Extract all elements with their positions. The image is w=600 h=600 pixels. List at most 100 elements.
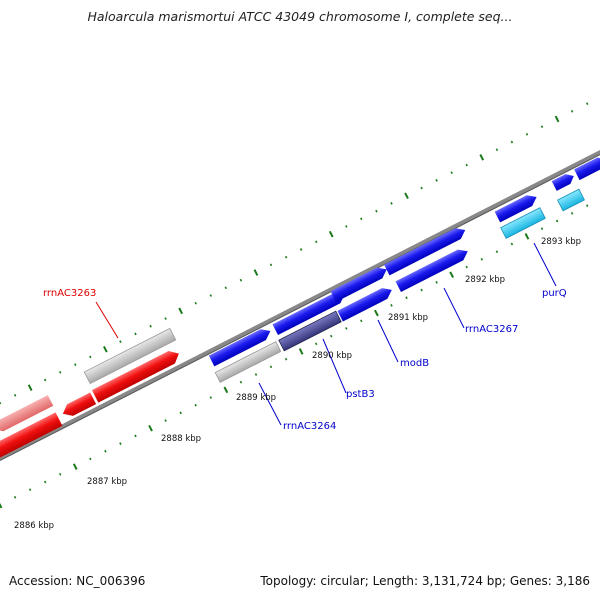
scale-label-2890: 2890 kbp xyxy=(312,351,352,361)
gene-label-rrnAC3263[interactable]: rrnAC3263 xyxy=(43,288,96,299)
gene-purQ-cds[interactable] xyxy=(500,207,546,239)
tick-marks xyxy=(0,102,589,509)
minor-tick xyxy=(420,288,423,292)
gene-reverse-left[interactable] xyxy=(0,412,63,467)
major-tick xyxy=(148,424,153,432)
leader-pstB3 xyxy=(322,338,347,394)
minor-tick xyxy=(360,217,363,221)
minor-tick xyxy=(43,480,47,484)
minor-tick xyxy=(299,248,303,251)
gene-label-rrnAC3264[interactable]: rrnAC3264 xyxy=(283,421,336,432)
gene-rrnAC3263[interactable] xyxy=(91,347,182,403)
minor-tick xyxy=(360,319,363,323)
minor-tick xyxy=(119,340,122,343)
minor-tick xyxy=(239,380,243,384)
minor-tick xyxy=(435,179,438,182)
minor-tick xyxy=(465,163,468,167)
minor-tick xyxy=(420,186,423,190)
minor-tick xyxy=(390,304,393,307)
scale-label-2888: 2888 kbp xyxy=(161,434,201,444)
minor-tick xyxy=(405,296,408,300)
chromosome-backbone xyxy=(0,150,600,462)
minor-tick xyxy=(390,202,393,205)
genome-stats: Topology: circular; Length: 3,131,724 bp… xyxy=(260,574,590,588)
gene-pstB3-selected[interactable] xyxy=(278,310,342,352)
minor-tick xyxy=(510,140,514,144)
leader-rrnAC3264 xyxy=(258,382,282,426)
gene-label-purQ[interactable]: purQ xyxy=(542,288,567,299)
minor-tick xyxy=(179,411,182,415)
gene-rrnAC3264[interactable] xyxy=(208,326,273,367)
minor-tick xyxy=(58,472,62,476)
major-tick xyxy=(253,269,259,276)
minor-tick xyxy=(89,355,92,359)
gene-purQ-upper[interactable] xyxy=(494,192,540,223)
minor-tick xyxy=(570,109,574,113)
scale-label-2887: 2887 kbp xyxy=(87,477,127,487)
minor-tick xyxy=(269,365,273,369)
gene-rrnAC3263-grey[interactable] xyxy=(83,327,177,385)
major-tick xyxy=(27,384,33,391)
gene-rrnAC3267[interactable] xyxy=(395,246,471,293)
gene-modB[interactable] xyxy=(337,284,394,322)
gene-upper-right-small[interactable] xyxy=(551,171,577,191)
minor-tick xyxy=(134,434,137,438)
minor-tick xyxy=(540,227,544,230)
map-title: Haloarcula marismortui ATCC 43049 chromo… xyxy=(87,9,513,24)
gene-upper-right-edge[interactable] xyxy=(574,154,600,181)
minor-tick xyxy=(555,219,559,223)
minor-tick xyxy=(375,209,378,213)
minor-tick xyxy=(209,294,213,297)
leader-modB xyxy=(377,319,399,363)
major-tick xyxy=(0,502,3,509)
major-tick xyxy=(524,233,530,240)
gene-pstB3-upper[interactable] xyxy=(272,289,348,336)
minor-tick xyxy=(164,317,167,320)
minor-tick xyxy=(450,171,453,175)
major-tick xyxy=(404,192,409,200)
minor-tick xyxy=(104,449,107,453)
gene-rrnAC3264-grey[interactable] xyxy=(214,341,282,383)
minor-tick xyxy=(134,332,137,336)
gene-label-modB[interactable]: modB xyxy=(400,358,429,369)
minor-tick xyxy=(164,419,167,422)
label-leaders xyxy=(95,242,557,426)
minor-tick xyxy=(585,102,589,105)
gene-reverse-small[interactable] xyxy=(60,392,97,419)
gene-rrnAC3267-upper[interactable] xyxy=(384,225,468,276)
minor-tick xyxy=(345,327,348,330)
major-tick xyxy=(554,115,560,123)
gene-reverse-faded[interactable] xyxy=(0,395,54,435)
gene-modB-upper[interactable] xyxy=(330,264,390,302)
minor-tick xyxy=(224,286,228,290)
minor-tick xyxy=(119,442,122,445)
minor-tick xyxy=(0,401,2,405)
scale-label-2891: 2891 kbp xyxy=(388,313,428,323)
minor-tick xyxy=(194,301,197,305)
minor-tick xyxy=(510,242,514,246)
major-tick xyxy=(328,230,334,238)
gene-label-pstB3[interactable]: pstB3 xyxy=(346,389,375,400)
minor-tick xyxy=(495,250,499,254)
minor-tick xyxy=(570,211,574,215)
minor-tick xyxy=(209,396,213,399)
gene-features[interactable] xyxy=(0,154,600,468)
minor-tick xyxy=(525,133,529,136)
minor-tick xyxy=(194,403,197,407)
minor-tick xyxy=(284,255,288,259)
scale-label-2893: 2893 kbp xyxy=(541,237,581,247)
major-tick xyxy=(72,463,78,470)
scale-label-2892: 2892 kbp xyxy=(465,275,505,285)
minor-tick xyxy=(284,357,288,361)
minor-tick xyxy=(58,370,62,374)
minor-tick xyxy=(254,373,258,376)
gene-label-rrnAC3267[interactable]: rrnAC3267 xyxy=(465,324,518,335)
accession-info: Accession: NC_006396 xyxy=(9,574,146,588)
minor-tick xyxy=(585,204,589,207)
gene-cds-right[interactable] xyxy=(557,188,585,212)
minor-tick xyxy=(329,334,333,338)
minor-tick xyxy=(239,278,243,282)
minor-tick xyxy=(43,378,47,382)
minor-tick xyxy=(435,281,438,284)
